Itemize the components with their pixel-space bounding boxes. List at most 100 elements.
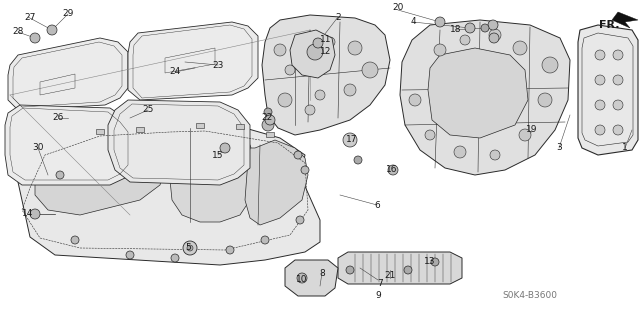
Text: 6: 6 <box>374 201 380 210</box>
Circle shape <box>425 130 435 140</box>
Circle shape <box>301 166 309 174</box>
Polygon shape <box>285 260 338 296</box>
Circle shape <box>613 100 623 110</box>
Text: 25: 25 <box>142 106 154 115</box>
Circle shape <box>454 146 466 158</box>
Text: 1: 1 <box>622 144 628 152</box>
Circle shape <box>434 44 446 56</box>
Text: 18: 18 <box>451 26 461 34</box>
Circle shape <box>613 50 623 60</box>
Polygon shape <box>108 100 250 185</box>
Text: 21: 21 <box>384 271 396 280</box>
Polygon shape <box>18 125 320 265</box>
Circle shape <box>261 236 269 244</box>
Circle shape <box>187 245 193 251</box>
Circle shape <box>490 150 500 160</box>
Text: 7: 7 <box>377 278 383 287</box>
Polygon shape <box>168 125 255 222</box>
Text: 22: 22 <box>261 114 273 122</box>
Text: 3: 3 <box>556 144 562 152</box>
Text: 13: 13 <box>424 257 436 266</box>
Circle shape <box>346 266 354 274</box>
Circle shape <box>595 50 605 60</box>
Polygon shape <box>578 25 638 155</box>
Polygon shape <box>5 105 135 185</box>
Circle shape <box>265 115 275 125</box>
Polygon shape <box>8 38 128 110</box>
Text: 11: 11 <box>320 35 332 44</box>
Text: 23: 23 <box>212 61 224 70</box>
Circle shape <box>285 65 295 75</box>
Text: 14: 14 <box>22 210 34 219</box>
Text: 27: 27 <box>24 12 36 21</box>
Circle shape <box>171 254 179 262</box>
Circle shape <box>435 17 445 27</box>
Polygon shape <box>612 12 638 28</box>
Text: 28: 28 <box>12 27 24 36</box>
Text: 17: 17 <box>346 136 358 145</box>
Text: 30: 30 <box>32 144 44 152</box>
Circle shape <box>519 129 531 141</box>
Text: 8: 8 <box>319 269 325 278</box>
Circle shape <box>348 41 362 55</box>
Text: 16: 16 <box>387 166 397 174</box>
Circle shape <box>354 156 362 164</box>
Polygon shape <box>290 30 335 78</box>
Text: 2: 2 <box>335 12 341 21</box>
Text: FR.: FR. <box>599 20 620 30</box>
Circle shape <box>307 44 323 60</box>
Circle shape <box>388 165 398 175</box>
Circle shape <box>47 25 57 35</box>
Circle shape <box>595 75 605 85</box>
Circle shape <box>431 258 439 266</box>
Circle shape <box>613 125 623 135</box>
Polygon shape <box>428 48 528 138</box>
Circle shape <box>489 33 499 43</box>
Circle shape <box>126 251 134 259</box>
Polygon shape <box>245 140 308 225</box>
Bar <box>236 124 244 129</box>
Text: 19: 19 <box>526 125 538 135</box>
Bar <box>96 129 104 134</box>
Polygon shape <box>400 20 570 175</box>
Circle shape <box>538 93 552 107</box>
Circle shape <box>56 171 64 179</box>
Circle shape <box>481 24 489 32</box>
Circle shape <box>465 23 475 33</box>
Polygon shape <box>262 15 390 135</box>
Circle shape <box>489 29 501 41</box>
Polygon shape <box>338 252 462 284</box>
Circle shape <box>262 119 274 131</box>
Circle shape <box>362 62 378 78</box>
Bar <box>196 123 204 128</box>
Circle shape <box>343 133 357 147</box>
Circle shape <box>409 94 421 106</box>
Circle shape <box>315 90 325 100</box>
Circle shape <box>613 75 623 85</box>
Circle shape <box>297 273 307 283</box>
Circle shape <box>183 241 197 255</box>
Bar <box>266 132 274 137</box>
Text: 9: 9 <box>375 292 381 300</box>
Circle shape <box>313 38 323 48</box>
Text: 24: 24 <box>170 68 180 77</box>
Text: 5: 5 <box>185 243 191 253</box>
Polygon shape <box>35 135 168 215</box>
Circle shape <box>264 108 272 116</box>
Circle shape <box>220 143 230 153</box>
Circle shape <box>30 33 40 43</box>
Circle shape <box>460 35 470 45</box>
Text: 29: 29 <box>62 10 74 19</box>
Text: 26: 26 <box>52 114 64 122</box>
Circle shape <box>278 93 292 107</box>
Circle shape <box>404 266 412 274</box>
Circle shape <box>488 20 498 30</box>
Circle shape <box>294 151 302 159</box>
Text: 20: 20 <box>392 4 404 12</box>
Circle shape <box>595 125 605 135</box>
Circle shape <box>305 105 315 115</box>
Circle shape <box>71 236 79 244</box>
Text: 10: 10 <box>296 276 308 285</box>
Text: 15: 15 <box>212 151 224 160</box>
Circle shape <box>344 84 356 96</box>
